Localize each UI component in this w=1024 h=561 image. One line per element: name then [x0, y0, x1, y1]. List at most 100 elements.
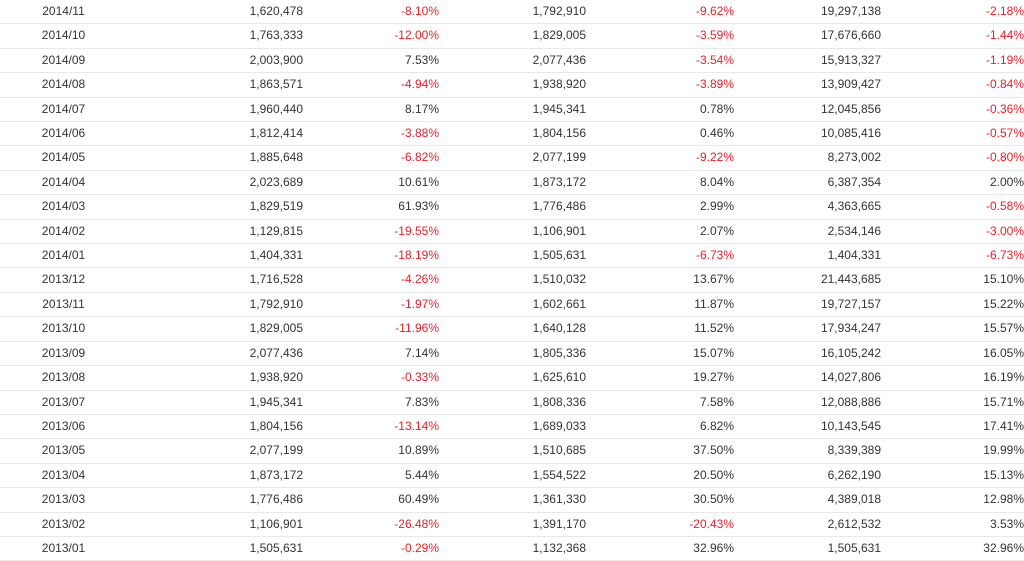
table-row: 2014/11 1,620,478 -8.10% 1,792,910 -9.62% 19,…: [0, 0, 1024, 25]
value-2-cell: 1,625,610: [439, 365, 586, 391]
table-row: 2013/10 1,829,005 -11.96% 1,640,128 11.52% 17…: [0, 316, 1024, 342]
change-2-cell: 15.07%: [586, 341, 734, 367]
change-1-cell: 7.53%: [303, 48, 439, 74]
change-3-cell: 17.41%: [881, 414, 1024, 440]
value-2-cell: 1,792,910: [439, 0, 586, 25]
table-row: 2013/03 1,776,486 60.49% 1,361,330 30.50% 4,3…: [0, 487, 1024, 513]
change-3-cell: -3.00%: [881, 219, 1024, 245]
change-3-cell: 15.10%: [881, 267, 1024, 293]
change-2-cell: 8.04%: [586, 170, 734, 196]
table-row: 2014/03 1,829,519 61.93% 1,776,486 2.99% 4,36…: [0, 194, 1024, 220]
month-cell: 2013/11: [0, 292, 127, 318]
value-2-cell: 1,945,341: [439, 97, 586, 123]
change-2-cell: 2.99%: [586, 194, 734, 220]
table-row: 2014/05 1,885,648 -6.82% 2,077,199 -9.22% 8,2…: [0, 145, 1024, 171]
change-3-cell: 19.99%: [881, 438, 1024, 464]
month-cell: 2013/02: [0, 512, 127, 537]
change-3-cell: 16.05%: [881, 341, 1024, 367]
value-2-cell: 1,776,486: [439, 194, 586, 220]
change-1-cell: -0.29%: [303, 536, 439, 561]
table-row: 2014/09 2,003,900 7.53% 2,077,436 -3.54% 15,9…: [0, 48, 1024, 74]
cumulative-cell: 8,273,002: [734, 145, 881, 171]
change-2-cell: -3.59%: [586, 23, 734, 49]
change-1-cell: -19.55%: [303, 219, 439, 245]
change-2-cell: 13.67%: [586, 267, 734, 293]
change-3-cell: -0.36%: [881, 97, 1024, 123]
change-3-cell: -1.19%: [881, 48, 1024, 74]
month-cell: 2014/06: [0, 121, 127, 147]
value-1-cell: 2,077,199: [127, 438, 303, 464]
change-2-cell: 11.52%: [586, 316, 734, 342]
change-1-cell: 8.17%: [303, 97, 439, 123]
table-row: 2014/10 1,763,333 -12.00% 1,829,005 -3.59% 17…: [0, 23, 1024, 49]
cumulative-cell: 4,389,018: [734, 487, 881, 513]
month-cell: 2013/06: [0, 414, 127, 440]
cumulative-cell: 10,143,545: [734, 414, 881, 440]
change-3-cell: -0.80%: [881, 145, 1024, 171]
value-2-cell: 1,873,172: [439, 170, 586, 196]
change-3-cell: 12.98%: [881, 487, 1024, 513]
table-row: 2014/07 1,960,440 8.17% 1,945,341 0.78% 12,04…: [0, 97, 1024, 123]
cumulative-cell: 8,339,389: [734, 438, 881, 464]
value-2-cell: 1,808,336: [439, 390, 586, 415]
value-2-cell: 1,510,032: [439, 267, 586, 293]
cumulative-cell: 21,443,685: [734, 267, 881, 293]
table-row: 2013/04 1,873,172 5.44% 1,554,522 20.50% 6,26…: [0, 463, 1024, 489]
change-1-cell: -4.94%: [303, 72, 439, 98]
change-2-cell: 11.87%: [586, 292, 734, 318]
change-3-cell: -6.73%: [881, 243, 1024, 269]
change-1-cell: 7.83%: [303, 390, 439, 415]
value-2-cell: 1,391,170: [439, 512, 586, 537]
month-cell: 2014/11: [0, 0, 127, 25]
change-1-cell: -26.48%: [303, 512, 439, 537]
month-cell: 2014/03: [0, 194, 127, 220]
value-2-cell: 1,805,336: [439, 341, 586, 367]
month-cell: 2013/10: [0, 316, 127, 342]
change-3-cell: 32.96%: [881, 536, 1024, 561]
value-1-cell: 1,763,333: [127, 23, 303, 49]
change-2-cell: 32.96%: [586, 536, 734, 561]
cumulative-cell: 10,085,416: [734, 121, 881, 147]
cumulative-cell: 19,727,157: [734, 292, 881, 318]
value-1-cell: 1,776,486: [127, 487, 303, 513]
month-cell: 2014/09: [0, 48, 127, 74]
value-1-cell: 1,960,440: [127, 97, 303, 123]
cumulative-cell: 12,045,856: [734, 97, 881, 123]
table-row: 2013/02 1,106,901 -26.48% 1,391,170 -20.43% 2…: [0, 512, 1024, 537]
value-1-cell: 1,945,341: [127, 390, 303, 415]
value-1-cell: 2,023,689: [127, 170, 303, 196]
cumulative-cell: 2,612,532: [734, 512, 881, 537]
value-1-cell: 1,873,172: [127, 463, 303, 489]
change-3-cell: 2.00%: [881, 170, 1024, 196]
value-2-cell: 1,361,330: [439, 487, 586, 513]
table-row: 2013/07 1,945,341 7.83% 1,808,336 7.58% 12,08…: [0, 390, 1024, 415]
table-row: 2013/06 1,804,156 -13.14% 1,689,033 6.82% 10,…: [0, 414, 1024, 440]
table-row: 2014/08 1,863,571 -4.94% 1,938,920 -3.89% 13,…: [0, 72, 1024, 98]
cumulative-cell: 12,088,886: [734, 390, 881, 415]
month-cell: 2013/07: [0, 390, 127, 415]
table-row: 2013/08 1,938,920 -0.33% 1,625,610 19.27% 14,…: [0, 365, 1024, 391]
change-2-cell: 6.82%: [586, 414, 734, 440]
table-row: 2013/09 2,077,436 7.14% 1,805,336 15.07% 16,1…: [0, 341, 1024, 367]
change-2-cell: 20.50%: [586, 463, 734, 489]
value-1-cell: 1,804,156: [127, 414, 303, 440]
value-2-cell: 1,106,901: [439, 219, 586, 245]
change-1-cell: -12.00%: [303, 23, 439, 49]
table-row: 2013/01 1,505,631 -0.29% 1,132,368 32.96% 1,5…: [0, 536, 1024, 561]
table-row: 2014/04 2,023,689 10.61% 1,873,172 8.04% 6,38…: [0, 170, 1024, 196]
change-1-cell: -4.26%: [303, 267, 439, 293]
change-3-cell: -0.57%: [881, 121, 1024, 147]
change-3-cell: -1.44%: [881, 23, 1024, 49]
value-1-cell: 1,792,910: [127, 292, 303, 318]
change-1-cell: -13.14%: [303, 414, 439, 440]
change-1-cell: -1.97%: [303, 292, 439, 318]
cumulative-cell: 6,387,354: [734, 170, 881, 196]
month-cell: 2014/05: [0, 145, 127, 171]
cumulative-cell: 17,934,247: [734, 316, 881, 342]
cumulative-cell: 15,913,327: [734, 48, 881, 74]
value-1-cell: 1,829,519: [127, 194, 303, 220]
change-2-cell: 0.46%: [586, 121, 734, 147]
month-cell: 2013/03: [0, 487, 127, 513]
